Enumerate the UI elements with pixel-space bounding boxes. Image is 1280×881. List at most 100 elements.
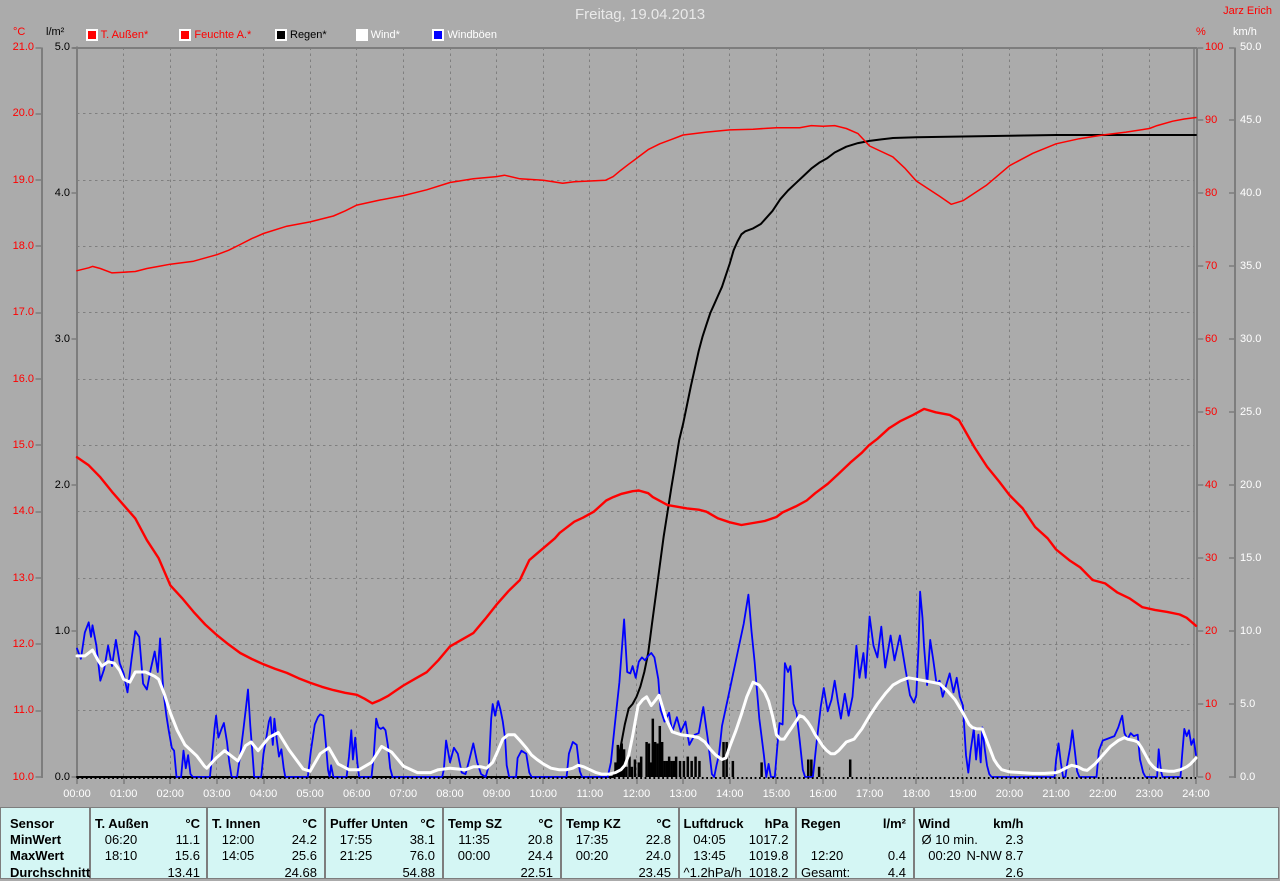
rain-bar <box>686 756 690 777</box>
table-col-name: Wind <box>918 816 951 831</box>
table-avg-value: 2.6 <box>1005 864 1024 880</box>
rain-bar <box>653 741 657 777</box>
table-column-separator <box>442 808 444 878</box>
temp-tick-label: 11.0 <box>13 704 34 717</box>
table-max-time: 00:20 <box>575 848 609 863</box>
table-avg-value: 24.68 <box>284 864 317 880</box>
table-max-time: 18:10 <box>104 848 138 863</box>
time-tick-label: 24:00 <box>1182 788 1210 800</box>
table-max-value: 15.6 <box>174 848 200 863</box>
rain-bar <box>660 741 664 777</box>
windspeed-tick-label: 25.0 <box>1240 405 1262 418</box>
rain-tick-label: 3.0 <box>54 332 70 345</box>
table-avg-value: 13.41 <box>167 864 200 880</box>
table-max-time: 13:45 <box>693 848 726 863</box>
time-tick-label: 07:00 <box>389 788 418 800</box>
table-min-value: 2.3 <box>1005 832 1024 847</box>
table-row-label: MaxWert <box>10 848 64 863</box>
time-tick-label: 10:00 <box>529 788 558 800</box>
rain-bar <box>628 756 631 777</box>
rain-tick-label: 5.0 <box>54 41 70 53</box>
time-tick-label: 21:00 <box>1042 788 1070 800</box>
rain-bar <box>678 760 682 777</box>
time-tick-label: 08:00 <box>436 788 464 800</box>
time-tick-label: 14:00 <box>715 788 744 800</box>
table-min-time: 17:55 <box>339 832 373 847</box>
table-min-value: 22.8 <box>645 832 671 847</box>
table-avg-value: 1018.2 <box>748 864 789 880</box>
table-min-time: 04:05 <box>693 832 726 847</box>
table-min-time: 12:00 <box>221 832 255 847</box>
temp-tick-label: 10.0 <box>12 770 34 783</box>
table-col-unit: °C <box>656 816 671 831</box>
rain-bar <box>650 762 653 777</box>
legend-swatch-5 <box>432 29 445 41</box>
legend-label-5: Windböen <box>447 29 498 41</box>
time-tick-label: 23:00 <box>1135 788 1164 800</box>
rain-bar <box>651 718 655 777</box>
table-max-value: 24.4 <box>527 848 553 863</box>
rain-tick-label: 2.0 <box>54 478 70 491</box>
rain-tick-label: 0.0 <box>54 770 70 783</box>
time-tick-label: 15:00 <box>762 788 791 800</box>
rain-bar <box>667 756 671 777</box>
table-col-name: Regen <box>801 816 841 831</box>
legend-label-3: Regen* <box>290 29 327 41</box>
rain-bar <box>630 766 634 777</box>
table-col-unit: °C <box>302 816 317 831</box>
time-tick-label: 13:00 <box>669 788 697 800</box>
rain-bar <box>633 759 637 777</box>
time-tick-label: 22:00 <box>1088 788 1117 800</box>
windspeed-tick-label: 50.0 <box>1240 41 1262 53</box>
rain-bar <box>817 766 821 777</box>
series-temperature <box>75 407 1198 705</box>
windspeed-tick-label: 30.0 <box>1240 332 1262 345</box>
rain-bar <box>810 759 813 777</box>
temp-tick-label: 13.0 <box>12 571 34 584</box>
rain-bar <box>670 760 673 777</box>
rain-bar <box>848 759 852 777</box>
table-min-value: 11.1 <box>175 832 200 847</box>
table-col-name: Temp KZ <box>566 816 621 831</box>
windspeed-axis-header: km/h <box>1233 26 1257 38</box>
table-min-value: 24.2 <box>291 832 317 847</box>
table-col-name: Temp SZ <box>448 816 502 831</box>
table-max-time: 14:05 <box>221 848 255 863</box>
time-tick-label: 20:00 <box>995 788 1024 800</box>
table-col-name: Luftdruck <box>683 816 744 831</box>
table-max-value: 25.6 <box>291 848 317 863</box>
time-tick-label: 05:00 <box>296 788 324 800</box>
humidity-tick-label: 0 <box>1205 770 1212 783</box>
series-wind <box>75 648 1198 776</box>
rain-bar <box>647 743 651 777</box>
temp-axis-header: °C <box>13 26 26 38</box>
table-avg-label: ^1.2hPa/h <box>683 864 742 880</box>
table-avg-value: 54.88 <box>402 864 435 880</box>
table-col-unit: km/h <box>993 816 1024 831</box>
legend-swatch-4 <box>355 29 368 41</box>
watermark-author: Jarz Erich <box>1223 5 1272 17</box>
rain-bar <box>663 760 666 777</box>
table-max-time: 00:00 <box>457 848 491 863</box>
rain-bar <box>665 760 669 777</box>
table-min-time: Ø 10 min. <box>921 832 978 847</box>
windspeed-tick-label: 20.0 <box>1240 478 1262 491</box>
humidity-axis-header: % <box>1196 26 1206 38</box>
table-min-value: 20.8 <box>527 832 553 847</box>
temp-tick-label: 19.0 <box>12 173 34 186</box>
humidity-tick-label: 10 <box>1205 697 1218 710</box>
table-max-value: 0.4 <box>887 848 906 863</box>
table-col-name: T. Außen <box>95 816 149 831</box>
legend-label-1: T. Außen* <box>100 29 149 41</box>
table-col-unit: l/m² <box>882 816 906 831</box>
rain-axis-header: l/m² <box>46 26 65 38</box>
table-min-time: 06:20 <box>104 832 138 847</box>
table-column-separator <box>795 808 797 878</box>
temp-tick-label: 12.0 <box>12 637 34 650</box>
series-humidity <box>76 116 1197 274</box>
rain-bar <box>658 725 662 777</box>
temp-tick-label: 21.0 <box>12 41 34 53</box>
time-tick-label: 16:00 <box>809 788 837 800</box>
table-row-label: MinWert <box>10 832 62 847</box>
